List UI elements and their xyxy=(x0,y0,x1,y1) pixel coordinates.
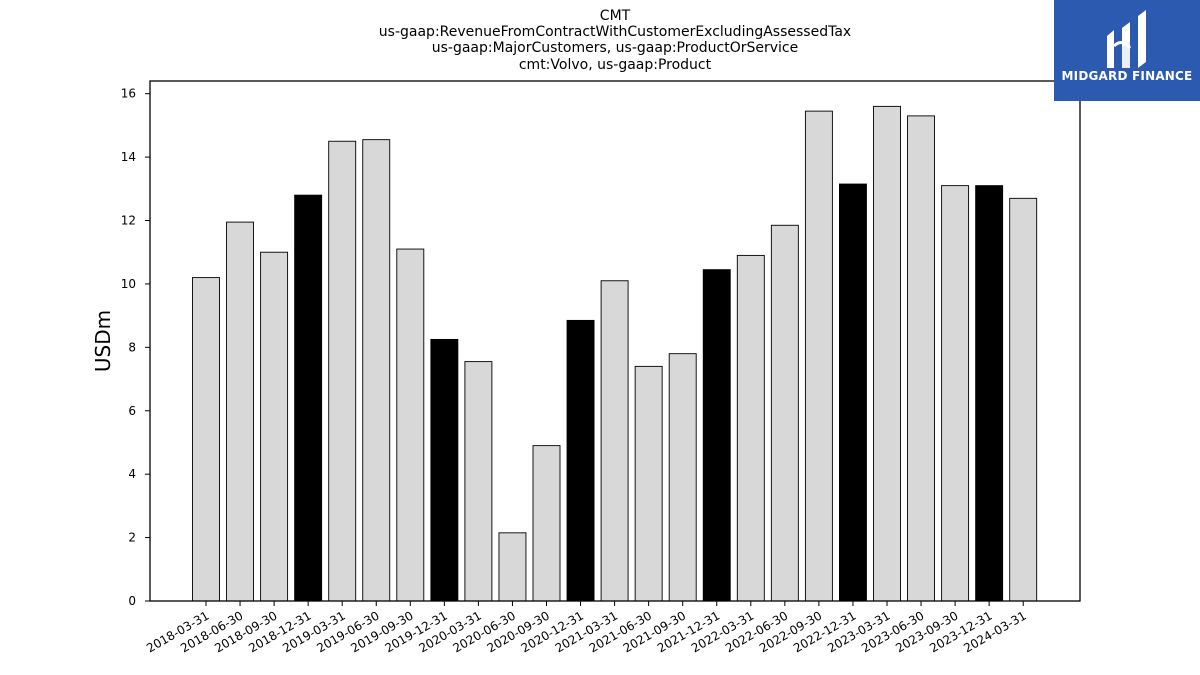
bar-2022-06-30 xyxy=(770,224,799,602)
y-axis: 0 2 4 6 8 10 12 14 16 xyxy=(121,87,150,608)
bar-2023-03-31 xyxy=(873,105,901,602)
bar-2020-06-30 xyxy=(498,532,527,602)
y-tick-label: 2 xyxy=(128,531,136,545)
bar-2023-12-31 xyxy=(975,185,1004,602)
bar-2023-09-30 xyxy=(941,185,970,602)
plot-frame xyxy=(149,80,1081,602)
y-tick-label: 14 xyxy=(121,150,136,164)
y-tick-label: 16 xyxy=(121,87,136,101)
title-line-1: CMT xyxy=(600,8,631,24)
title-line-4: cmt:Volvo, us-gaap:Product xyxy=(519,57,712,73)
bar-2021-06-30 xyxy=(634,365,663,602)
bar-2023-06-30 xyxy=(907,115,935,602)
title-line-2: us-gaap:RevenueFromContractWithCustomerE… xyxy=(379,24,851,40)
bar-2018-09-30 xyxy=(260,251,289,602)
y-axis-label: USDm xyxy=(91,310,115,372)
bar-2020-09-30 xyxy=(532,445,561,602)
y-tick-label: 8 xyxy=(128,340,136,354)
x-axis: 2018-03-312018-06-302018-09-302018-12-31… xyxy=(144,601,1029,655)
bar-2022-03-31 xyxy=(736,254,765,602)
bar-2018-06-30 xyxy=(226,221,255,602)
y-tick-label: 0 xyxy=(128,594,136,608)
bar-2021-09-30 xyxy=(668,353,697,602)
bar-2019-12-31 xyxy=(430,338,459,602)
bar-2021-03-31 xyxy=(600,280,629,602)
bar-2022-09-30 xyxy=(804,110,833,602)
brand-logo: MIDGARD FINANCE xyxy=(1054,0,1200,101)
y-tick-label: 10 xyxy=(121,277,136,291)
bar-2024-03-31 xyxy=(1009,197,1038,602)
y-tick-label: 4 xyxy=(128,467,136,481)
y-tick-label: 12 xyxy=(121,214,136,228)
title-line-3: us-gaap:MajorCustomers, us-gaap:ProductO… xyxy=(432,40,798,56)
y-tick-label: 6 xyxy=(128,404,136,418)
bar-2021-12-31 xyxy=(702,269,731,602)
bar-2018-03-31 xyxy=(192,277,220,602)
bar-2019-03-31 xyxy=(328,140,357,602)
bar-2019-06-30 xyxy=(362,139,391,602)
brand-name: MIDGARD FINANCE xyxy=(1061,69,1193,83)
logo-mark-icon xyxy=(1107,10,1146,68)
bar-2020-03-31 xyxy=(464,361,493,602)
bar-2019-09-30 xyxy=(396,248,425,602)
bar-2018-12-31 xyxy=(294,194,323,602)
bars-group xyxy=(192,105,1038,602)
bar-2022-12-31 xyxy=(839,183,867,602)
chart-title: CMT us-gaap:RevenueFromContractWithCusto… xyxy=(379,8,851,73)
bar-2020-12-31 xyxy=(566,319,595,602)
